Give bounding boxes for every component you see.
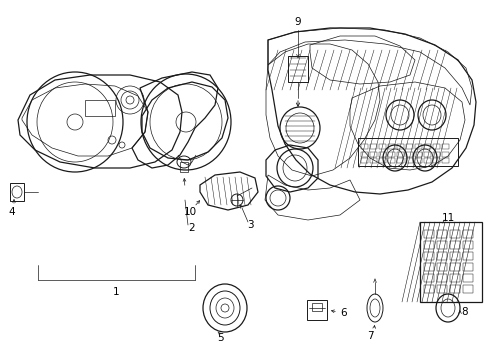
Bar [423,144,430,149]
Bar [462,263,472,271]
Bar [387,144,394,149]
Text: 1: 1 [112,287,119,297]
Text: 6: 6 [340,308,346,318]
Bar [306,300,326,320]
Bar [405,158,412,163]
Text: 8: 8 [461,307,468,317]
Text: 4: 4 [9,207,15,217]
Bar [423,241,433,249]
Bar [360,144,367,149]
Bar [462,285,472,293]
Bar [423,152,430,157]
Bar [449,252,459,260]
Bar [387,152,394,157]
Text: 11: 11 [441,213,454,223]
Bar [414,158,421,163]
Bar [462,252,472,260]
Bar [436,263,446,271]
Text: 10: 10 [183,207,196,217]
Bar [369,158,376,163]
Bar [432,144,439,149]
Bar [287,56,307,82]
Bar [423,263,433,271]
Bar [387,158,394,163]
Bar [441,144,448,149]
Bar [462,241,472,249]
Bar [360,152,367,157]
Bar [423,252,433,260]
Bar [423,285,433,293]
Bar [396,158,403,163]
Bar [405,144,412,149]
Bar [449,241,459,249]
Bar [449,263,459,271]
Bar [449,285,459,293]
Bar [378,152,385,157]
Bar [449,274,459,282]
Bar [436,274,446,282]
Bar [396,152,403,157]
Bar [436,241,446,249]
Bar [432,152,439,157]
Bar [462,230,472,238]
Text: 7: 7 [366,331,372,341]
Bar [419,222,481,302]
Bar [436,252,446,260]
Bar [414,144,421,149]
Bar [396,144,403,149]
Bar [449,230,459,238]
Text: 3: 3 [246,220,253,230]
Bar [85,100,115,116]
Bar [369,152,376,157]
Bar [423,230,433,238]
Bar [357,138,457,166]
Bar [378,158,385,163]
Bar [180,162,187,172]
Text: 5: 5 [216,333,223,343]
Text: 2: 2 [188,223,195,233]
Bar [436,285,446,293]
Text: 9: 9 [294,17,301,27]
Bar [462,274,472,282]
Bar [369,144,376,149]
Bar [405,152,412,157]
Bar [423,274,433,282]
Bar [436,230,446,238]
Bar [423,158,430,163]
Bar [311,303,321,311]
Bar [360,158,367,163]
Bar [378,144,385,149]
Bar [441,152,448,157]
Bar [10,183,24,201]
Bar [441,158,448,163]
Bar [414,152,421,157]
Bar [432,158,439,163]
